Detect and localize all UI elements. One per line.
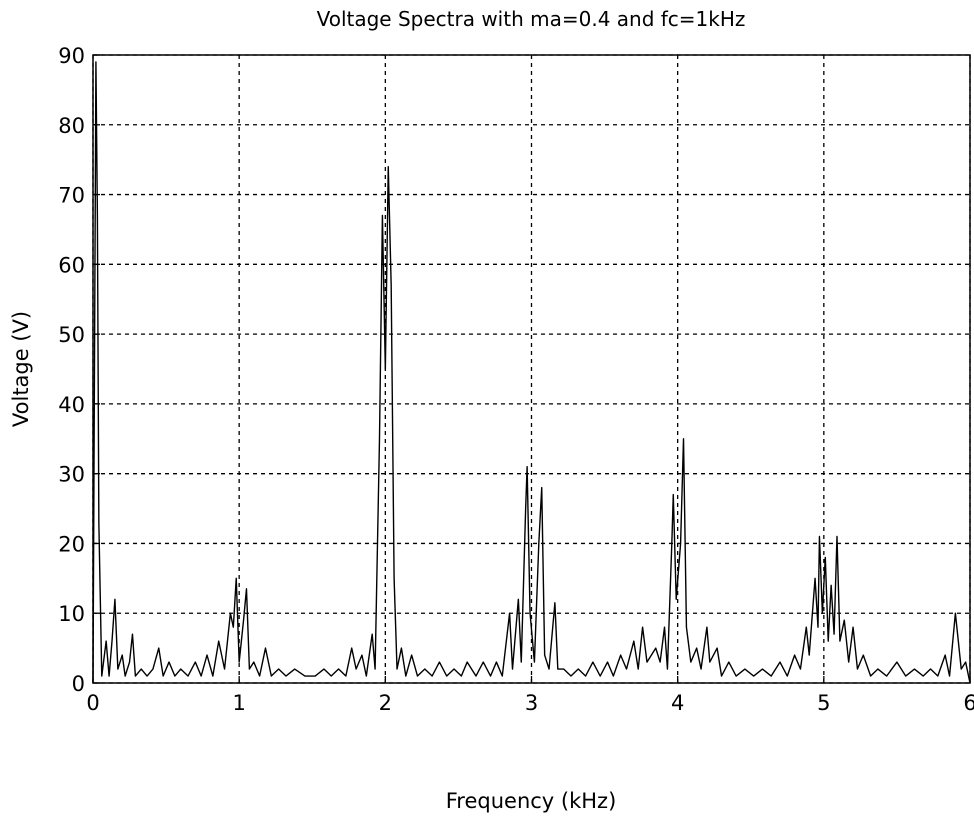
x-tick-label: 5 <box>817 691 830 715</box>
x-tick-label: 2 <box>379 691 392 715</box>
y-tick-label: 40 <box>58 393 85 417</box>
y-tick-label: 60 <box>58 253 85 277</box>
y-tick-label: 0 <box>72 672 85 696</box>
x-tick-label: 3 <box>525 691 538 715</box>
x-tick-label: 6 <box>963 691 974 715</box>
y-tick-label: 30 <box>58 463 85 487</box>
spectrum-line <box>92 61 971 684</box>
plot-frame <box>92 54 971 684</box>
y-tick-label: 90 <box>58 44 85 68</box>
y-axis-label: Voltage (V) <box>9 311 33 427</box>
x-tick-label: 1 <box>232 691 245 715</box>
y-tick-label: 20 <box>58 532 85 556</box>
y-tick-label: 70 <box>58 184 85 208</box>
y-tick-label: 80 <box>58 114 85 138</box>
x-tick-label: 4 <box>671 691 684 715</box>
chart-title: Voltage Spectra with ma=0.4 and fc=1kHz <box>317 7 746 31</box>
x-axis-label: Frequency (kHz) <box>446 789 617 813</box>
plot-area <box>92 61 971 684</box>
x-tick-label: 0 <box>86 691 99 715</box>
y-tick-label: 50 <box>58 323 85 347</box>
y-tick-label: 10 <box>58 602 85 626</box>
